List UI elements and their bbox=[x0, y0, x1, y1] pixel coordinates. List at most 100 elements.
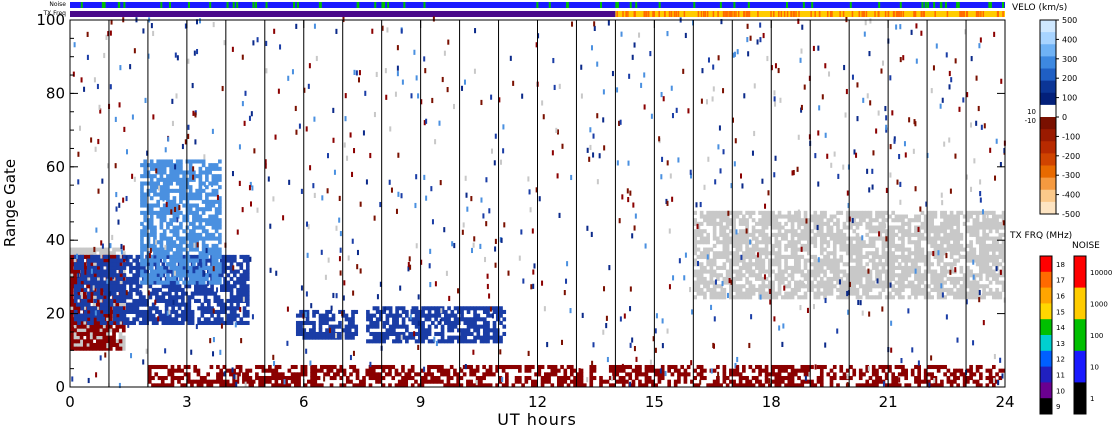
data-cell bbox=[894, 291, 899, 296]
data-cell bbox=[95, 328, 100, 333]
data-cell bbox=[236, 298, 240, 303]
data-cell bbox=[216, 320, 221, 326]
data-cell bbox=[787, 372, 792, 377]
data-cell bbox=[755, 287, 759, 292]
data-cell bbox=[116, 320, 120, 326]
data-cell bbox=[556, 379, 561, 384]
data-cell bbox=[514, 364, 519, 370]
data-cell bbox=[992, 247, 996, 252]
data-cell bbox=[875, 383, 879, 388]
data-cell bbox=[116, 254, 120, 259]
data-cell bbox=[849, 247, 853, 252]
data-cell bbox=[264, 368, 269, 373]
data-cell bbox=[803, 273, 808, 278]
data-cell bbox=[216, 317, 221, 322]
txfreq-bar-tick bbox=[722, 11, 725, 17]
data-cell bbox=[716, 236, 720, 241]
data-cell bbox=[190, 269, 195, 274]
data-cell bbox=[800, 284, 805, 289]
data-cell bbox=[547, 379, 551, 384]
data-cell bbox=[175, 159, 180, 164]
data-cell bbox=[449, 375, 454, 381]
data-cell bbox=[401, 379, 405, 384]
data-cell bbox=[89, 346, 94, 351]
data-cell bbox=[146, 232, 151, 237]
data-cell bbox=[979, 221, 983, 226]
data-cell bbox=[245, 254, 250, 259]
data-cell bbox=[92, 320, 97, 326]
data-cell bbox=[239, 284, 244, 289]
data-cell bbox=[424, 306, 429, 311]
data-cell bbox=[712, 210, 717, 215]
data-cell bbox=[936, 364, 941, 370]
data-cell bbox=[933, 269, 938, 274]
data-cell bbox=[368, 368, 373, 373]
data-cell bbox=[236, 276, 240, 281]
data-cell bbox=[703, 291, 707, 296]
data-cell bbox=[86, 262, 91, 267]
data-cell bbox=[223, 287, 227, 292]
data-cell bbox=[803, 236, 808, 241]
data-region bbox=[693, 210, 1006, 300]
data-cell bbox=[169, 236, 173, 241]
data-cell bbox=[534, 372, 538, 377]
data-cell bbox=[305, 317, 310, 322]
data-cell bbox=[849, 218, 853, 223]
data-cell bbox=[858, 276, 863, 281]
data-cell bbox=[145, 317, 149, 322]
data-cell bbox=[693, 269, 697, 274]
data-cell bbox=[829, 379, 834, 384]
data-cell bbox=[146, 192, 151, 197]
data-cell bbox=[208, 163, 212, 168]
data-cell bbox=[612, 368, 616, 373]
data-cell bbox=[187, 320, 192, 326]
data-cell bbox=[153, 203, 157, 208]
data-cell bbox=[949, 236, 954, 241]
data-cell bbox=[245, 276, 250, 281]
data-cell bbox=[436, 368, 441, 373]
data-cell bbox=[184, 317, 188, 322]
data-cell bbox=[290, 379, 295, 384]
data-cell bbox=[745, 243, 749, 248]
data-cell bbox=[207, 302, 211, 307]
data-cell bbox=[732, 295, 736, 300]
data-cell bbox=[205, 251, 209, 256]
data-cell bbox=[813, 273, 818, 278]
data-cell bbox=[495, 306, 500, 311]
data-cell bbox=[699, 232, 704, 237]
data-cell bbox=[901, 225, 905, 230]
data-cell bbox=[218, 218, 222, 223]
data-cell bbox=[160, 375, 165, 381]
data-cell bbox=[479, 339, 484, 344]
data-cell bbox=[281, 379, 285, 384]
data-cell bbox=[917, 269, 921, 274]
data-cell bbox=[826, 251, 831, 256]
data-cell bbox=[569, 379, 574, 384]
data-cell bbox=[194, 298, 198, 303]
data-cell bbox=[985, 247, 990, 252]
data-cell bbox=[995, 240, 999, 245]
data-cell bbox=[787, 210, 792, 215]
data-cell bbox=[998, 273, 1003, 278]
data-cell bbox=[764, 291, 769, 296]
data-cell bbox=[732, 280, 736, 285]
data-cell bbox=[884, 280, 889, 285]
data-cell bbox=[703, 251, 707, 256]
data-cell bbox=[73, 269, 77, 274]
data-cell bbox=[810, 269, 814, 274]
data-cell bbox=[168, 313, 172, 318]
data-cell bbox=[313, 368, 318, 373]
data-cell bbox=[398, 335, 403, 340]
data-cell bbox=[453, 320, 458, 326]
data-cell bbox=[167, 368, 172, 373]
data-cell bbox=[149, 210, 154, 215]
data-cell bbox=[382, 339, 386, 344]
data-cell bbox=[888, 225, 892, 230]
data-cell bbox=[784, 221, 788, 226]
data-cell bbox=[143, 258, 148, 263]
data-cell bbox=[868, 269, 873, 274]
data-cell bbox=[112, 258, 117, 263]
txfreq-bar-tick bbox=[773, 11, 775, 17]
data-cell bbox=[70, 335, 74, 340]
data-cell bbox=[248, 379, 253, 384]
